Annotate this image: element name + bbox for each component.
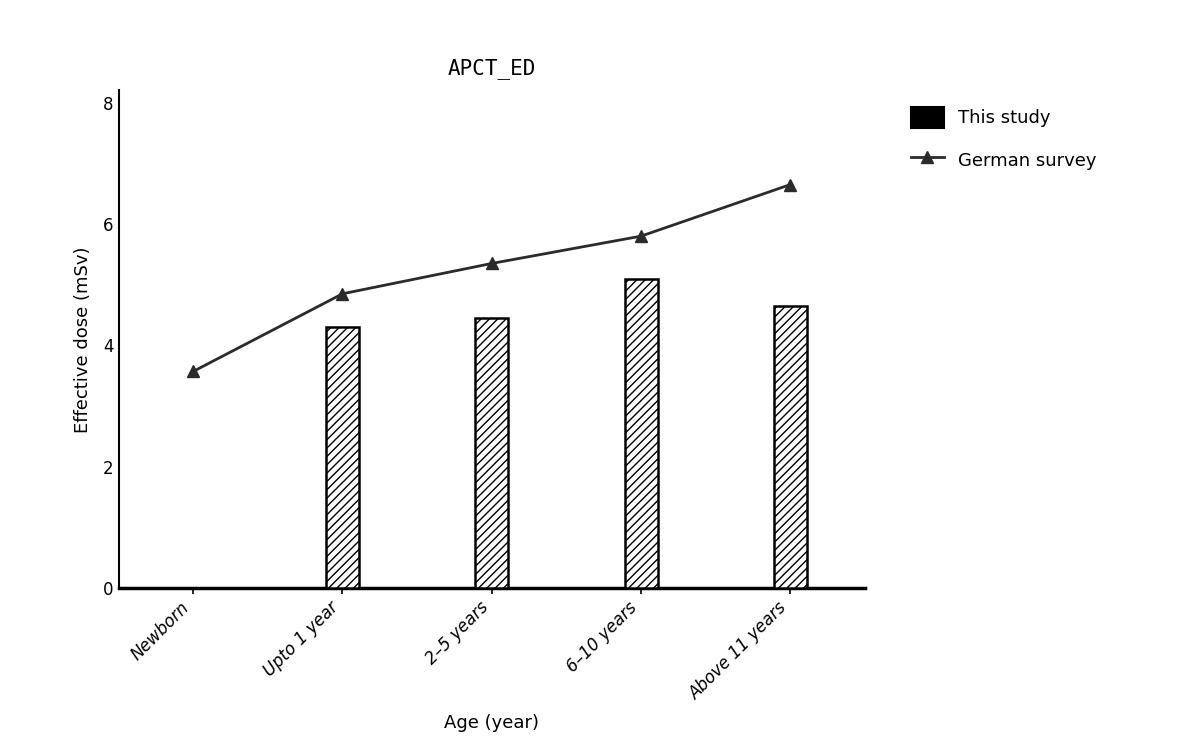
X-axis label: Age (year): Age (year) <box>444 714 539 732</box>
Y-axis label: Effective dose (mSv): Effective dose (mSv) <box>73 246 92 433</box>
Bar <box>326 327 359 588</box>
Bar <box>475 318 508 588</box>
Bar <box>624 279 658 588</box>
Bar <box>774 306 807 588</box>
Title: APCT_ED: APCT_ED <box>448 58 536 78</box>
Legend: This study, German survey: This study, German survey <box>904 100 1104 177</box>
